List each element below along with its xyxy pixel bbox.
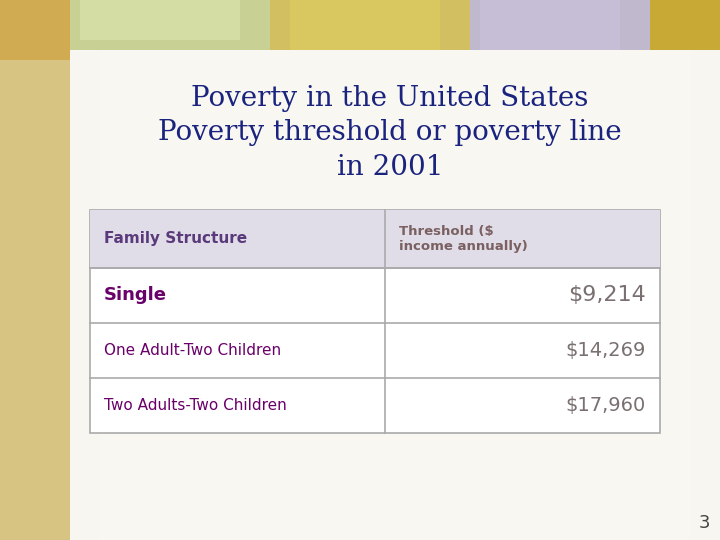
Bar [90,210,660,268]
Bar [70,0,270,60]
Bar [480,0,620,55]
Bar [0,0,70,60]
Text: $14,269: $14,269 [566,341,646,360]
Bar [470,0,650,60]
Bar [270,0,470,60]
Text: $9,214: $9,214 [568,286,646,306]
Bar [0,0,70,540]
Text: One Adult-Two Children: One Adult-Two Children [104,343,281,358]
Bar [90,210,660,433]
Text: Single: Single [104,287,167,305]
Text: 3: 3 [698,514,710,532]
Bar [0,0,720,60]
Bar [290,0,440,50]
Bar [80,0,240,40]
Text: Threshold ($
income annually): Threshold ($ income annually) [399,225,528,253]
Text: Poverty in the United States
Poverty threshold or poverty line
in 2001: Poverty in the United States Poverty thr… [158,85,622,181]
Text: Two Adults-Two Children: Two Adults-Two Children [104,398,287,413]
Text: Family Structure: Family Structure [104,232,247,246]
Bar [650,0,720,60]
Text: $17,960: $17,960 [566,396,646,415]
Bar [100,50,690,540]
